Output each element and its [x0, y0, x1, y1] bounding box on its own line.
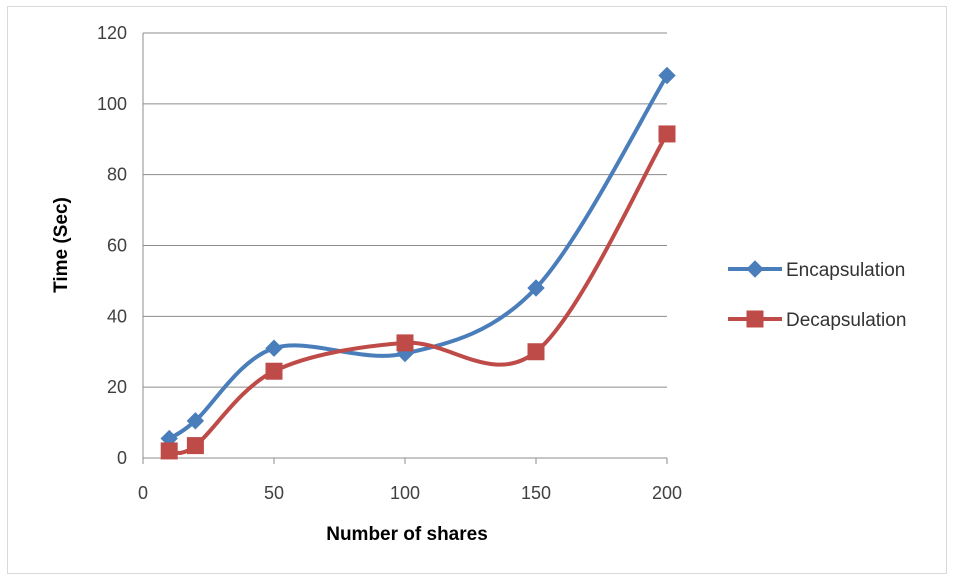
y-tick-label: 60 — [107, 236, 127, 256]
legend-item-encapsulation: Encapsulation — [728, 260, 905, 281]
x-tick-label: 150 — [521, 483, 551, 503]
data-point-decapsulation — [186, 437, 204, 455]
data-point-decapsulation — [160, 442, 178, 460]
data-point-decapsulation — [396, 334, 414, 352]
series-encapsulation — [160, 66, 676, 448]
legend-marker-decapsulation — [746, 310, 764, 328]
x-tick-label: 0 — [138, 483, 148, 503]
y-tick-label: 100 — [97, 94, 127, 114]
data-point-decapsulation — [265, 362, 283, 380]
y-tick-label: 0 — [117, 448, 127, 468]
series-group — [160, 66, 676, 460]
legend-label: Decapsulation — [786, 310, 906, 331]
series-line-decapsulation — [167, 131, 669, 455]
x-tick-label: 50 — [264, 483, 284, 503]
series-line-encapsulation — [167, 73, 669, 441]
data-point-encapsulation — [265, 339, 283, 357]
legend-label: Encapsulation — [786, 260, 905, 281]
data-point-encapsulation — [527, 279, 545, 297]
chart-area — [7, 6, 947, 574]
x-tick-label: 100 — [390, 483, 420, 503]
y-tick-label: 20 — [107, 377, 127, 397]
data-point-encapsulation — [658, 66, 676, 85]
series-decapsulation — [160, 125, 676, 460]
x-tick-label: 200 — [652, 483, 682, 503]
legend: Encapsulation Decapsulation — [728, 260, 906, 331]
y-axis-title: Time (Sec) — [51, 197, 72, 293]
y-tick-label: 40 — [107, 306, 127, 326]
legend-item-decapsulation: Decapsulation — [728, 310, 906, 331]
y-tick-label: 120 — [97, 23, 127, 43]
y-tick-label: 80 — [107, 165, 127, 185]
legend-marker-encapsulation — [746, 260, 764, 278]
x-axis-title: Number of shares — [326, 524, 488, 545]
axes: 0 20 40 60 80 100 120 0 50 100 150 200 — [97, 23, 682, 503]
data-point-decapsulation — [527, 343, 545, 361]
data-point-encapsulation — [186, 412, 205, 430]
data-point-decapsulation — [658, 125, 676, 143]
gridlines — [143, 32, 667, 388]
